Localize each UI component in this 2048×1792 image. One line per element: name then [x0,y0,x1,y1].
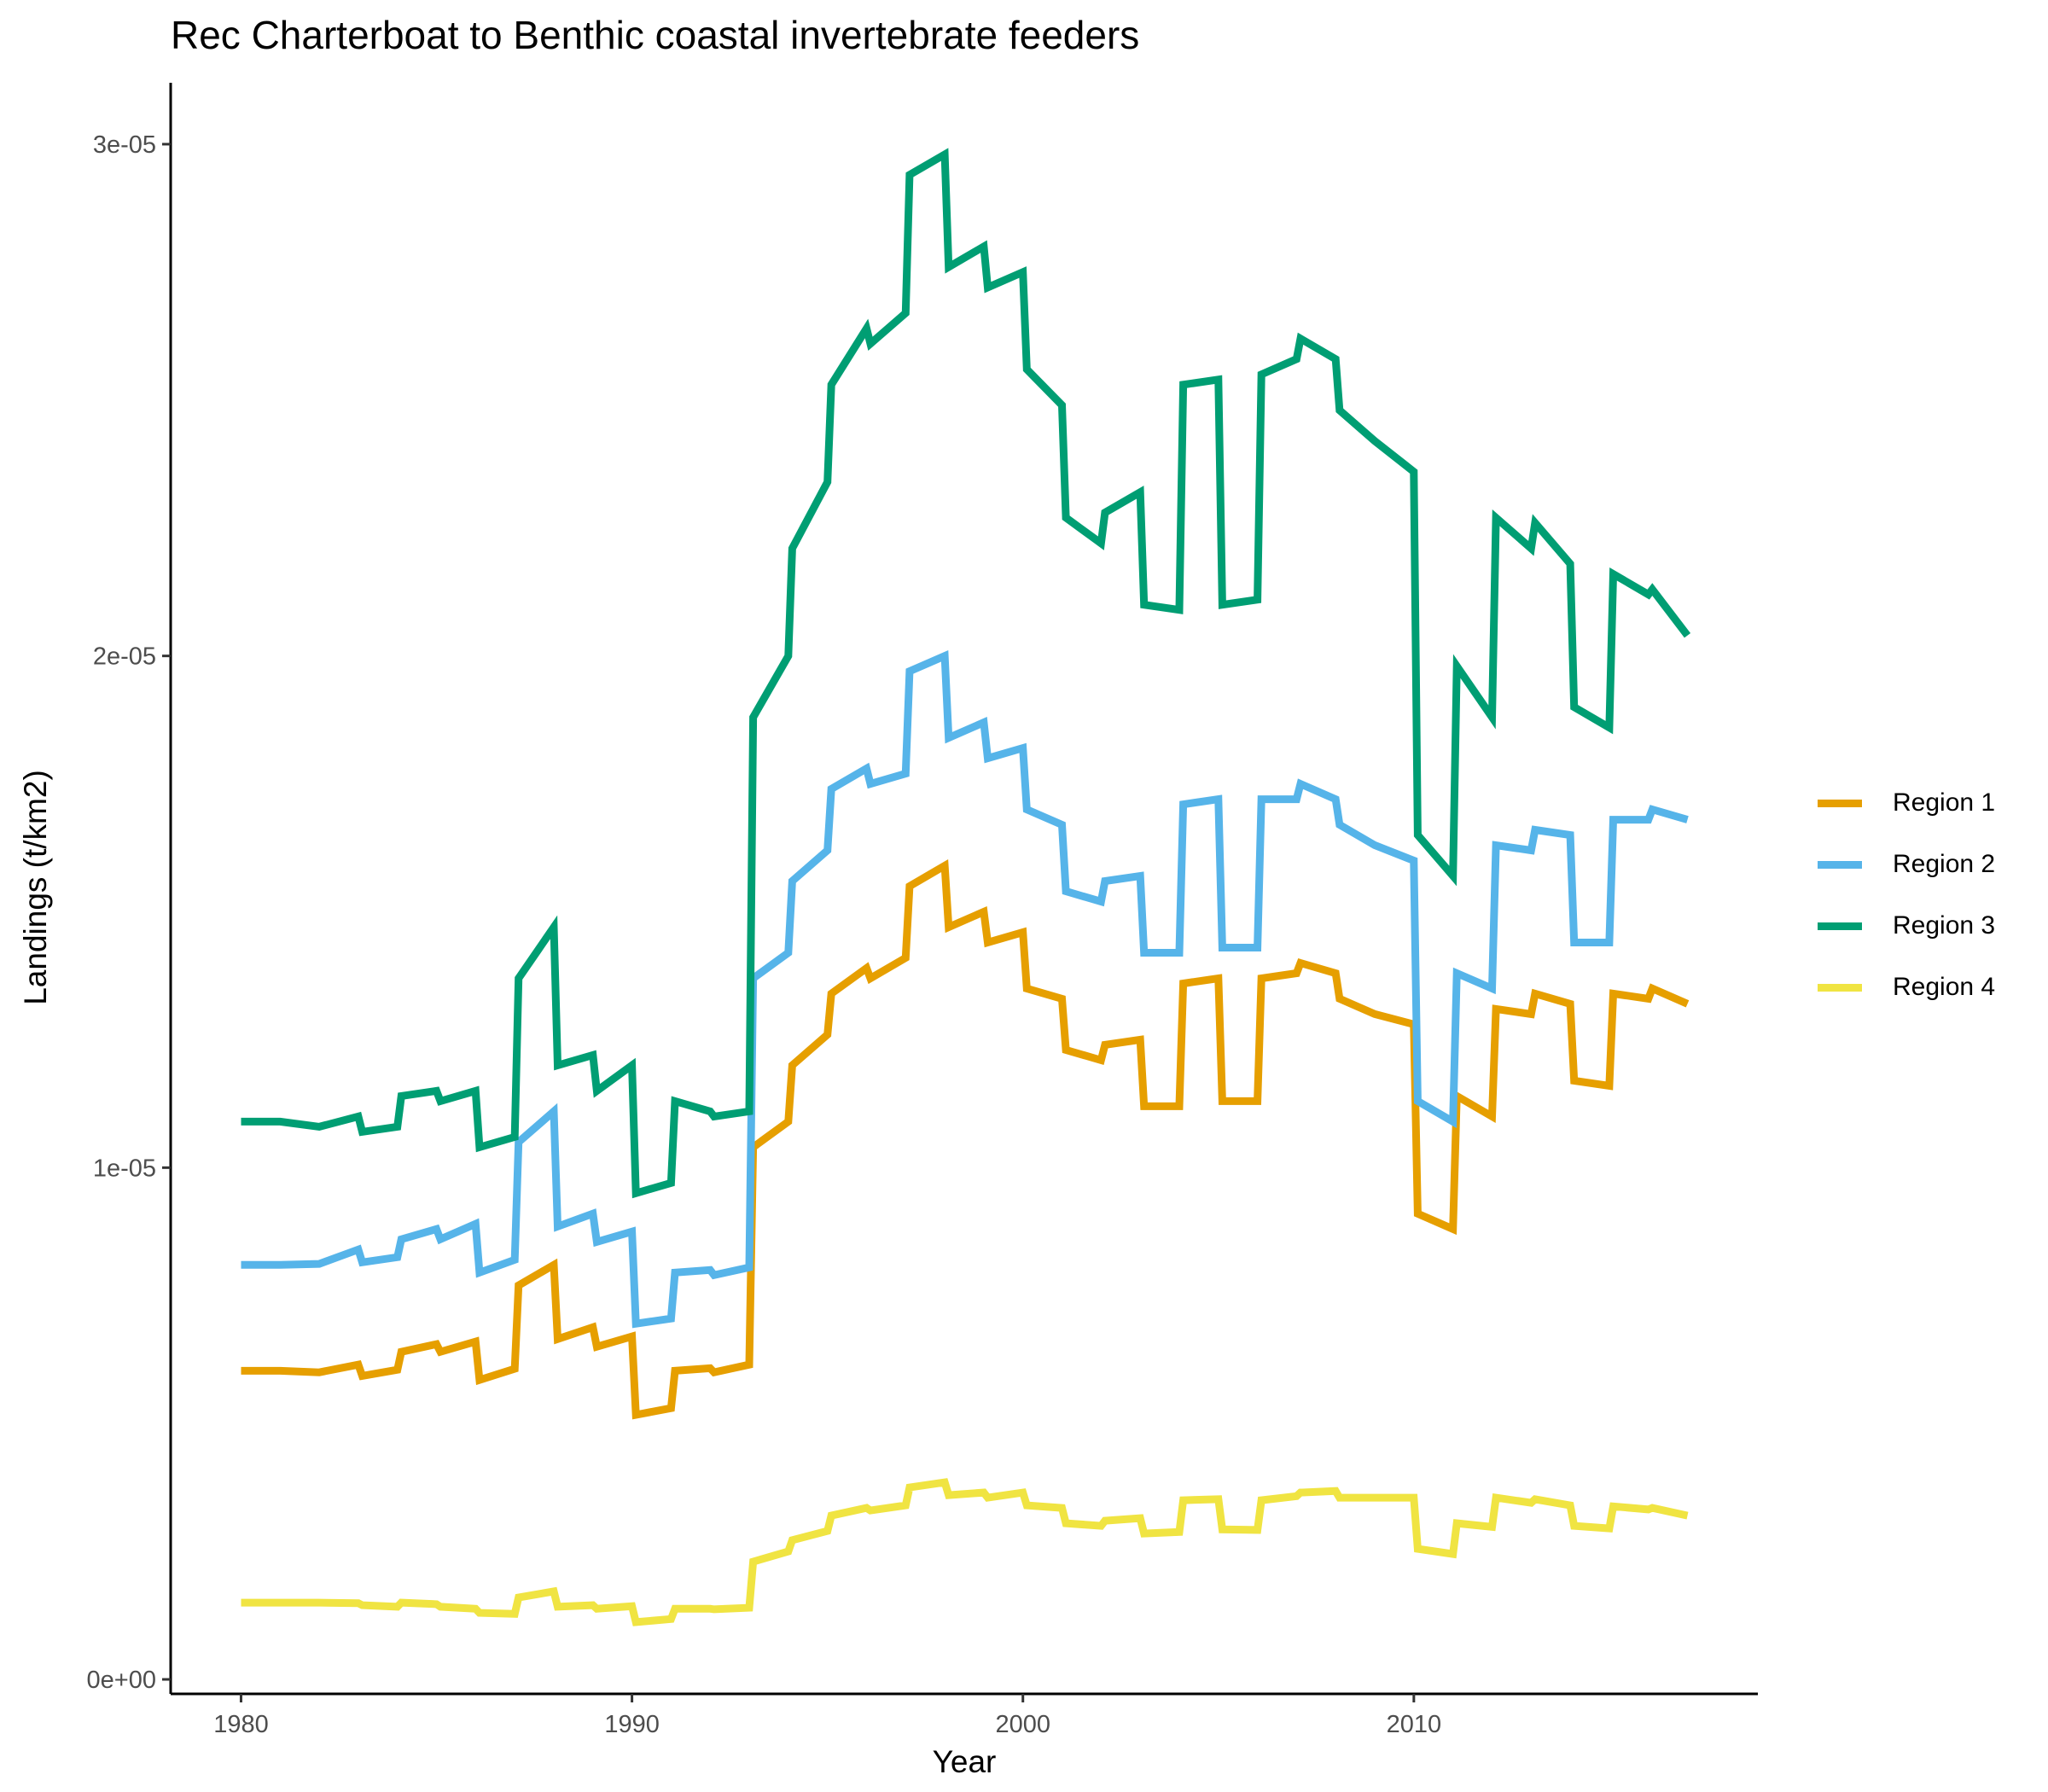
legend-key-swatch [1818,922,1862,930]
legend-key-swatch [1818,799,1862,807]
y-tick-label: 2e-05 [93,643,156,671]
x-tick-label: 1990 [604,1711,660,1738]
x-tick-label: 2000 [995,1711,1050,1738]
y-axis-title: Landings (t/km2) [18,770,53,1005]
legend-key-swatch [1818,983,1862,992]
legend-label: Region 2 [1893,850,1996,878]
x-tick-label: 1980 [213,1711,269,1738]
legend-key-swatch [1818,860,1862,869]
y-axis-ticks: 0e+00 1e-05 2e-05 3e-05 [87,131,171,1694]
series-line-region-2 [241,649,1689,1329]
legend-item-region-4: Region 4 [1818,957,1995,1018]
series-line-region-4 [241,1478,1689,1626]
legend-label: Region 4 [1893,973,1996,1001]
series-layer [241,148,1691,1626]
legend-item-region-3: Region 3 [1818,895,1995,957]
x-axis-title: Year [933,1744,997,1779]
y-tick-label: 3e-05 [93,131,156,159]
chart-title: Rec Charterboat to Benthic coastal inver… [171,13,1140,57]
series-line-region-3 [241,148,1691,1199]
x-tick-label: 2010 [1387,1711,1442,1738]
legend-label: Region 3 [1893,911,1996,940]
series-line-region-1 [241,858,1690,1420]
legend-item-region-1: Region 1 [1818,772,1995,834]
legend: Region 1 Region 2 Region 3 Region 4 [1818,772,1995,1018]
legend-label: Region 1 [1893,788,1996,817]
x-axis-ticks: 1980 1990 2000 2010 [213,1694,1441,1738]
legend-item-region-2: Region 2 [1818,834,1995,895]
y-tick-label: 1e-05 [93,1155,156,1182]
y-tick-label: 0e+00 [87,1667,156,1694]
